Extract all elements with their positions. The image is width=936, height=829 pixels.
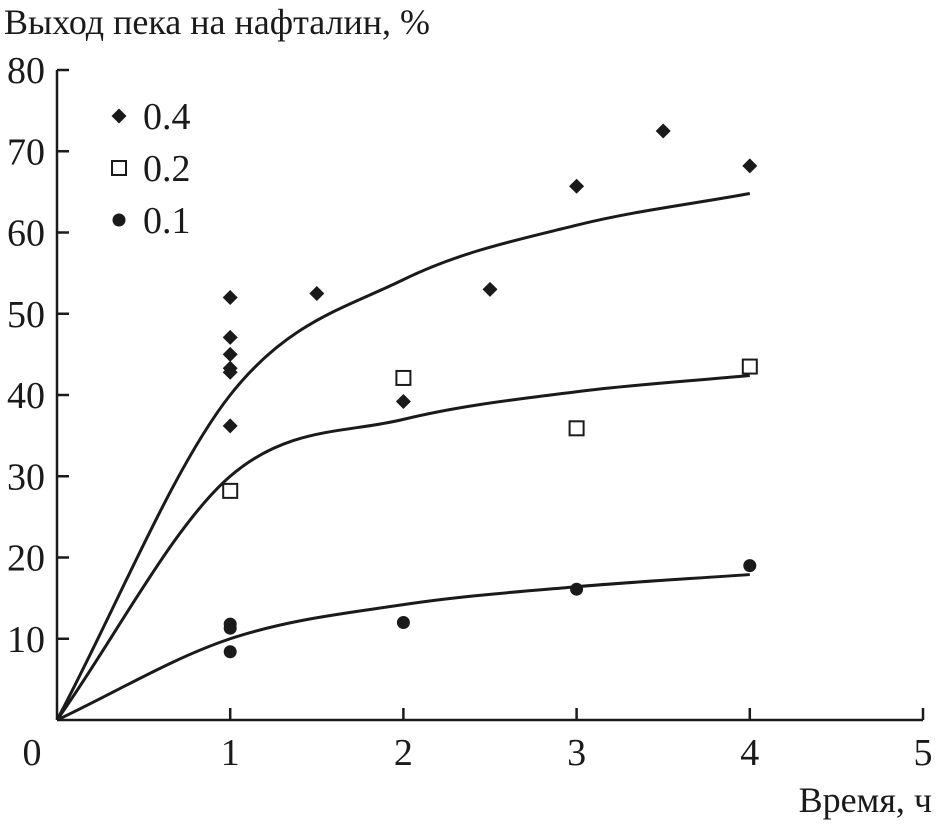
- series-0-1-fit-curve: [56, 573, 750, 722]
- x-tick-label: 0: [23, 732, 42, 774]
- series-0-1-point: [223, 621, 237, 635]
- y-tick-label: 20: [7, 538, 45, 580]
- series-0-1-point: [223, 645, 237, 659]
- series-0-4-fit-curve: [55, 192, 751, 721]
- series-0-2-point: [395, 369, 412, 386]
- legend-marker-0-1: [112, 213, 126, 227]
- series-0-1-point: [570, 582, 584, 596]
- legend-label-0-1: 0.1: [143, 200, 191, 242]
- x-tick-label: 5: [914, 732, 933, 774]
- y-axis-title: Выход пека на нафталин, %: [4, 2, 430, 42]
- y-tick-label: 50: [7, 294, 45, 336]
- x-tick-label: 1: [221, 732, 240, 774]
- series-0-4-point: [742, 158, 758, 174]
- axes: 10 20 30 40 50 60 70 80 0 1 2 3 4 5: [7, 50, 933, 774]
- legend-marker-0-4: [111, 108, 127, 124]
- series-0-4-point: [222, 364, 238, 380]
- legend-marker-0-2: [111, 160, 127, 176]
- series-0-4-point: [482, 281, 498, 297]
- legend-label-0-4: 0.4: [143, 96, 191, 138]
- y-tick-label: 80: [7, 50, 45, 92]
- series-0-4-point: [222, 329, 238, 345]
- fit-curves: [55, 192, 751, 722]
- series-0-1-point: [396, 616, 410, 629]
- series-0-4-point: [395, 394, 411, 409]
- series-0-4-point: [655, 123, 671, 139]
- series-0-1-point: [743, 559, 757, 573]
- y-tick-label: 10: [7, 619, 45, 661]
- y-tick-label: 30: [7, 456, 45, 498]
- series-0-4-point: [569, 178, 585, 194]
- series-0-4-point: [222, 346, 238, 362]
- y-tick-label: 70: [7, 131, 45, 173]
- series-0-4-point: [309, 285, 325, 301]
- series-0-2-fit-curve: [55, 374, 750, 721]
- series-0-2-point: [222, 482, 239, 499]
- data-points: [222, 123, 758, 659]
- y-tick-label: 60: [7, 213, 45, 255]
- legend-label-0-2: 0.2: [143, 148, 191, 190]
- x-tick-label: 4: [740, 732, 759, 774]
- series-0-2-point: [568, 420, 585, 437]
- y-tick-label: 40: [7, 375, 45, 417]
- series-0-4-point: [222, 418, 238, 434]
- x-axis-title: Время, ч: [799, 780, 932, 820]
- series-0-2-point: [741, 358, 758, 375]
- x-tick-label: 2: [394, 732, 413, 774]
- legend: 0.4 0.2 0.1: [111, 96, 191, 242]
- series-0-4-point: [222, 290, 238, 305]
- x-tick-label: 3: [567, 732, 586, 774]
